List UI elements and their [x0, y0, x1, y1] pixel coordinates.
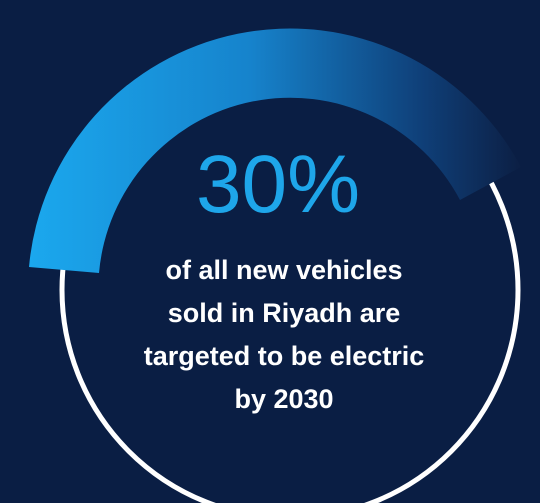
stat-text: sold in Riyadh are [168, 298, 401, 328]
stat-text: of all new vehicles [165, 255, 402, 285]
progress-arc [29, 28, 521, 273]
stat-text: by 2030 [234, 384, 333, 414]
stat-text: targeted to be electric [144, 341, 425, 371]
stat-value: 30% [196, 139, 360, 230]
